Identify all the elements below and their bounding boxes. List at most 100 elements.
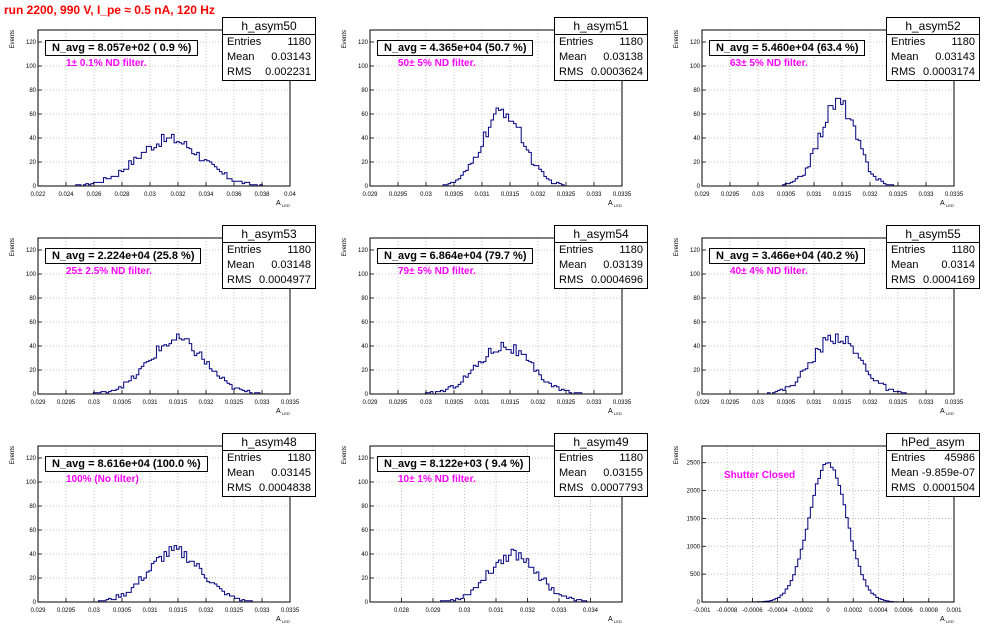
x-tick-label: 0.0002 <box>844 608 863 614</box>
stats-label: Entries <box>891 452 926 464</box>
y-tick-label: 100 <box>358 480 369 486</box>
stats-row: Entries 45986 <box>887 451 979 466</box>
filter-label: 50± 5% ND filter. <box>398 58 476 69</box>
stats-row: Mean 0.03145 <box>223 466 315 481</box>
stats-box: h_asym50 Entries 1180 Mean 0.03143 RMS 0.00223… <box>222 17 316 81</box>
x-tick-label: 0.0008 <box>920 608 939 614</box>
navg-label: N_avg = 8.057e+02 ( 0.9 %) <box>45 40 199 56</box>
stats-label: RMS <box>891 482 916 494</box>
x-tick-label: 0.034 <box>583 608 599 614</box>
stats-row: Mean -9.859e-07 <box>887 466 979 481</box>
stats-label: Mean <box>891 259 919 271</box>
y-tick-label: 100 <box>26 64 37 70</box>
stats-box-title: h_asym53 <box>223 226 315 243</box>
x-tick-label: 0.033 <box>586 192 602 198</box>
navg-label: N_avg = 4.365e+04 (50.7 %) <box>377 40 534 56</box>
stats-value: 0.03139 <box>603 259 643 271</box>
stats-row: RMS 0.0004169 <box>887 273 979 288</box>
x-tick-label: 0.0335 <box>281 400 300 406</box>
y-tick-label: 0 <box>33 600 37 606</box>
y-tick-label: 40 <box>693 344 700 350</box>
x-axis-label-subscript: LED <box>282 203 290 208</box>
x-tick-label: 0.0325 <box>889 400 908 406</box>
stats-box-title: h_asym48 <box>223 434 315 451</box>
stats-value: 0.0004977 <box>259 274 311 286</box>
x-tick-label: 0.026 <box>86 192 102 198</box>
stats-box-title: hPed_asym <box>887 434 979 451</box>
navg-label: N_avg = 3.466e+04 (40.2 %) <box>709 248 866 264</box>
x-tick-label: 0.032 <box>530 192 546 198</box>
x-tick-label: 0.032 <box>198 608 214 614</box>
x-tick-label: 0.032 <box>198 400 214 406</box>
stats-label: RMS <box>227 274 252 286</box>
stats-box: h_asym49 Entries 1180 Mean 0.03155 RMS 0.00077… <box>554 433 648 497</box>
stats-label: Mean <box>891 467 919 479</box>
x-tick-label: 0.0305 <box>445 192 464 198</box>
x-tick-label: 0.0006 <box>894 608 913 614</box>
y-axis-label: Events <box>10 446 16 464</box>
stats-label: Mean <box>227 467 255 479</box>
stats-label: Entries <box>891 36 926 48</box>
x-tick-label: 0.034 <box>198 192 214 198</box>
y-tick-label: 120 <box>358 248 369 254</box>
stats-box: hPed_asym Entries 45986 Mean -9.859e-07 RMS 0.… <box>886 433 980 497</box>
stats-label: Mean <box>559 259 587 271</box>
stats-row: Mean 0.03143 <box>223 50 315 65</box>
stats-row: RMS 0.0001504 <box>887 481 979 496</box>
stats-value: 0.0007793 <box>591 482 643 494</box>
x-tick-label: 0.0315 <box>169 608 188 614</box>
x-tick-label: 0.032 <box>520 608 536 614</box>
stats-label: RMS <box>559 66 584 78</box>
stats-row: RMS 0.0003624 <box>555 65 647 80</box>
y-tick-label: 0 <box>33 184 37 190</box>
stats-value: 45986 <box>944 452 975 464</box>
y-tick-label: 0 <box>365 392 369 398</box>
histogram-series <box>702 333 954 395</box>
x-tick-label: 0.0315 <box>501 400 520 406</box>
stats-value: 0.03143 <box>935 51 975 63</box>
stats-row: Entries 1180 <box>223 451 315 466</box>
y-tick-label: 40 <box>361 344 368 350</box>
y-tick-label: 80 <box>29 88 36 94</box>
y-tick-label: 1000 <box>687 544 701 550</box>
x-axis-label-subscript: LED <box>946 203 954 208</box>
y-tick-label: 100 <box>26 480 37 486</box>
histogram-svg: 0.029 0.0295 0.03 0.0305 0.031 0.0315 0.032 0.0… <box>342 29 632 208</box>
y-tick-label: 60 <box>29 320 36 326</box>
x-tick-label: 0.032 <box>530 400 546 406</box>
stats-label: RMS <box>891 66 916 78</box>
stats-label: Mean <box>559 51 587 63</box>
stats-value: 0.03148 <box>271 259 311 271</box>
y-tick-label: 60 <box>29 528 36 534</box>
filter-label: Shutter Closed <box>724 470 796 481</box>
y-tick-label: 500 <box>690 572 701 578</box>
histogram-svg: 0.022 0.024 0.026 0.028 0.03 0.032 0.034 0.036 0… <box>10 29 296 208</box>
stats-label: Entries <box>891 244 926 256</box>
y-tick-label: 120 <box>26 248 37 254</box>
stats-row: RMS 0.002231 <box>223 65 315 80</box>
stats-value: 0.0004696 <box>591 274 643 286</box>
x-tick-label: -0.0002 <box>793 608 814 614</box>
x-tick-label: 0.03 <box>752 400 764 406</box>
y-tick-label: 60 <box>361 320 368 326</box>
stats-value: 1180 <box>951 244 975 256</box>
stats-box-title: h_asym54 <box>555 226 647 243</box>
histogram-panel-h_asym53: 0.029 0.0295 0.03 0.0305 0.031 0.0315 0.032 0.0… <box>0 222 332 429</box>
filter-label: 10± 1% ND filter. <box>398 474 476 485</box>
y-tick-label: 60 <box>693 320 700 326</box>
y-tick-label: 0 <box>697 392 701 398</box>
stats-row: Mean 0.03143 <box>887 50 979 65</box>
stats-row: RMS 0.0007793 <box>555 481 647 496</box>
navg-label: N_avg = 5.460e+04 (63.4 %) <box>709 40 866 56</box>
y-tick-label: 20 <box>361 576 368 582</box>
y-tick-label: 0 <box>697 184 701 190</box>
y-tick-label: 80 <box>361 504 368 510</box>
x-tick-label: 0.031 <box>806 400 822 406</box>
stats-box: h_asym51 Entries 1180 Mean 0.03138 RMS 0.00036… <box>554 17 648 81</box>
y-tick-label: 80 <box>29 504 36 510</box>
x-tick-label: 0.04 <box>284 192 296 198</box>
plot-frame <box>37 445 291 603</box>
stats-label: Entries <box>227 452 262 464</box>
x-tick-label: 0.029 <box>362 192 378 198</box>
x-tick-label: 0.031 <box>474 192 490 198</box>
